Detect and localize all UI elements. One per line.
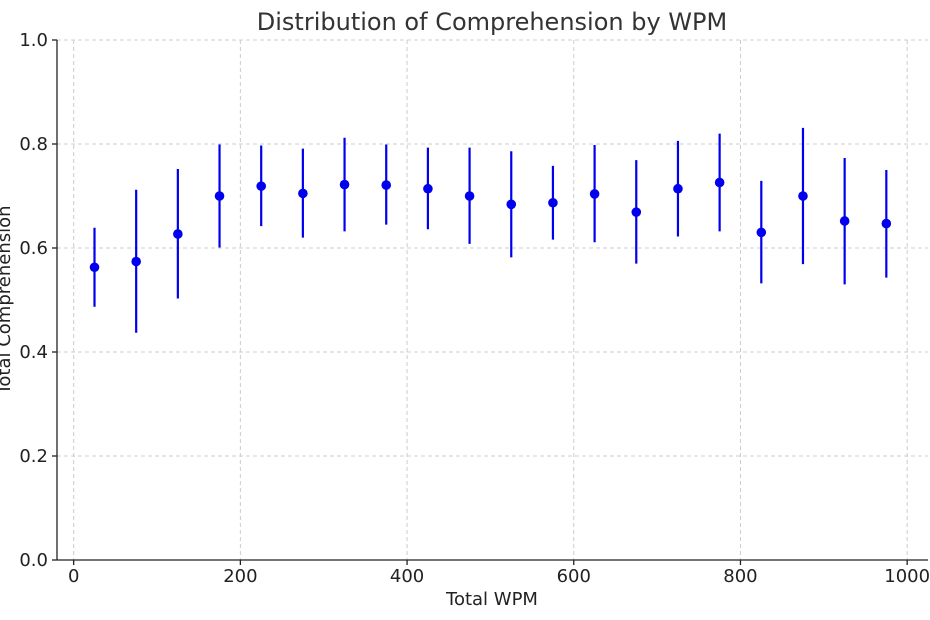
y-tick-label: 0.2 (19, 446, 48, 467)
data-point (506, 199, 517, 210)
y-axis-label: Total Comprehension (0, 205, 15, 395)
x-axis-label: Total WPM (445, 589, 538, 610)
tick-labels: 0 200 400 600 800 1000 0.0 0.2 0.4 0.6 0.8 1.0 (19, 30, 930, 587)
x-tick-label: 800 (723, 566, 757, 587)
y-tick-label: 0.8 (19, 134, 48, 155)
data-point (548, 197, 558, 208)
data-point (423, 183, 433, 194)
data-point (714, 177, 725, 188)
x-tick-label: 200 (223, 566, 257, 587)
data-point (339, 179, 350, 190)
data-marks (89, 127, 892, 333)
x-tick-label: 600 (557, 566, 591, 587)
x-tick-label: 1000 (884, 566, 930, 587)
data-point (298, 188, 308, 199)
grid (57, 39, 928, 561)
chart-title: Distribution of Comprehension by WPM (257, 8, 727, 36)
data-point (89, 262, 100, 273)
data-point (881, 218, 892, 229)
axes (52, 39, 928, 565)
data-point (589, 189, 600, 199)
data-point (173, 229, 183, 239)
data-point (131, 256, 141, 267)
x-tick-label: 400 (390, 566, 424, 587)
data-point (464, 191, 475, 201)
data-point (839, 216, 850, 226)
data-point (256, 181, 267, 191)
data-point (756, 227, 767, 238)
y-tick-label: 0.4 (19, 342, 48, 363)
y-tick-label: 0.6 (19, 238, 48, 259)
data-point (381, 180, 392, 190)
data-point (798, 191, 808, 201)
y-tick-label: 1.0 (19, 30, 48, 51)
x-tick-label: 0 (68, 566, 79, 587)
data-point (631, 207, 642, 217)
y-tick-label: 0.0 (19, 550, 48, 571)
data-point (673, 183, 683, 194)
data-point (214, 191, 225, 201)
